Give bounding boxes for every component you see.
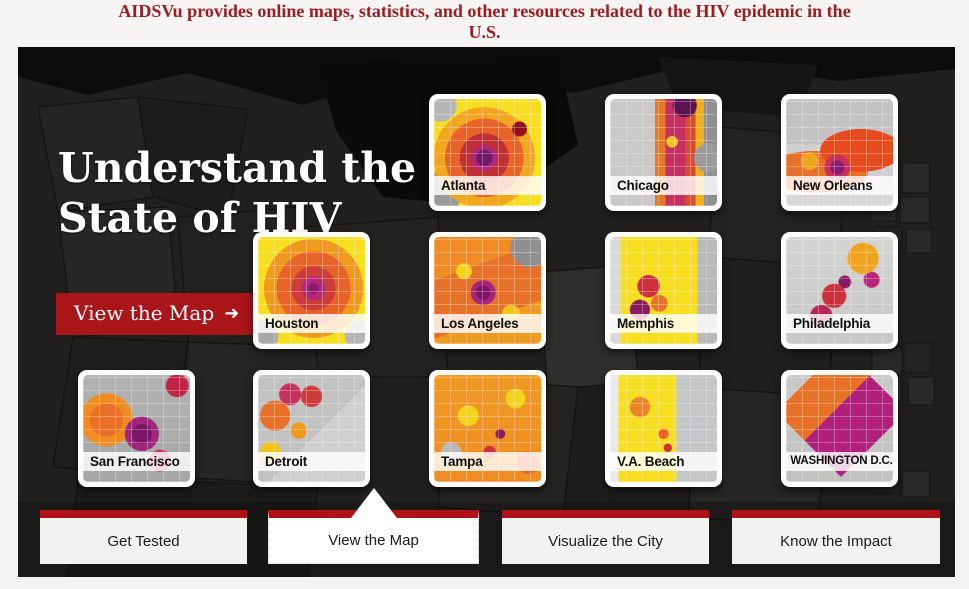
city-map-thumbnail: Philadelphia [786,237,893,344]
view-the-map-button[interactable]: View the Map ➜ [56,293,258,335]
city-tile-chicago[interactable]: Chicago [605,94,722,211]
tab-get-tested[interactable]: Get Tested [40,510,247,564]
city-tile-houston[interactable]: Houston [253,232,370,349]
page-title: Understand the State of HIV [58,143,438,243]
tab-visualize-the-city-label: Visualize the City [548,532,663,550]
tab-get-tested-label: Get Tested [107,532,180,550]
city-tile-philadelphia[interactable]: Philadelphia [781,232,898,349]
city-tile-new-orleans[interactable]: New Orleans [781,94,898,211]
tab-view-the-map[interactable]: View the Map [268,488,479,564]
active-tab-pointer [350,488,397,518]
city-tile-los-angeles[interactable]: Los Angeles [429,232,546,349]
city-map-thumbnail: Tampa [434,375,541,482]
city-label: Atlanta [434,176,541,195]
banner-text-line2: U.S. [468,22,501,42]
city-map-thumbnail: New Orleans [786,99,893,206]
city-tile-san-francisco[interactable]: San Francisco [78,370,195,487]
tab-visualize-the-city[interactable]: Visualize the City [502,510,709,564]
city-map-thumbnail: Chicago [610,99,717,206]
city-map-thumbnail: Detroit [258,375,365,482]
city-tile-detroit[interactable]: Detroit [253,370,370,487]
city-label: Detroit [258,452,365,471]
city-map-thumbnail: WASHINGTON D.C. [786,375,893,482]
city-tile-atlanta[interactable]: Atlanta [429,94,546,211]
city-label: WASHINGTON D.C. [786,452,893,471]
city-tile-va-beach[interactable]: V.A. Beach [605,370,722,487]
site-description-banner: AIDSVu provides online maps, statistics,… [0,0,969,47]
city-map-thumbnail: Los Angeles [434,237,541,344]
city-map-thumbnail: Houston [258,237,365,344]
city-map-thumbnail: San Francisco [83,375,190,482]
city-tile-tampa[interactable]: Tampa [429,370,546,487]
city-map-thumbnail: V.A. Beach [610,375,717,482]
city-tile-washington-dc[interactable]: WASHINGTON D.C. [781,370,898,487]
city-label: Philadelphia [786,314,893,333]
city-label: Chicago [610,176,717,195]
city-tile-memphis[interactable]: Memphis [605,232,722,349]
city-map-thumbnail: Atlanta [434,99,541,206]
banner-text-line1: AIDSVu provides online maps, statistics,… [118,1,851,21]
city-label: Memphis [610,314,717,333]
city-label: Tampa [434,452,541,471]
city-map-thumbnail: Memphis [610,237,717,344]
page-title-line1: Understand the [58,144,417,192]
city-label: New Orleans [786,176,893,195]
city-label: V.A. Beach [610,452,717,471]
view-the-map-button-label: View the Map [74,301,215,325]
arrow-right-icon: ➜ [224,302,240,324]
tab-know-the-impact-label: Know the Impact [780,532,892,550]
tab-know-the-impact[interactable]: Know the Impact [732,510,940,564]
city-label: Los Angeles [434,314,541,333]
city-label: San Francisco [83,452,190,471]
city-label: Houston [258,314,365,333]
tab-view-the-map-label: View the Map [328,532,419,549]
